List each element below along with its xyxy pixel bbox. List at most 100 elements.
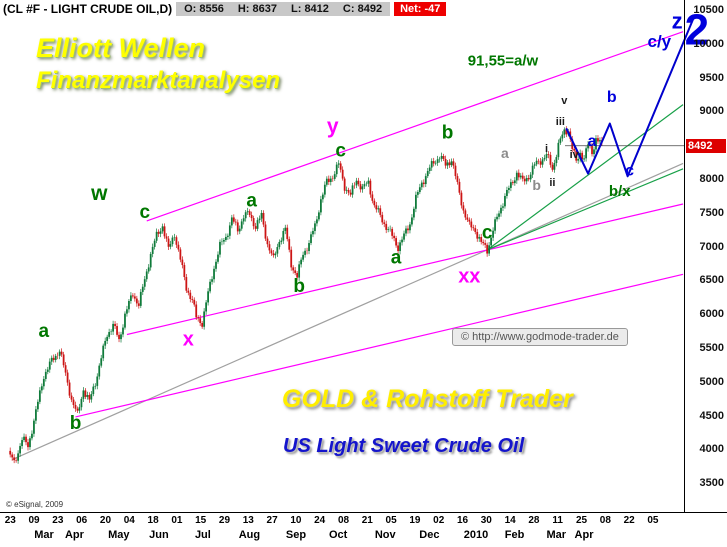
wave-label-c: c xyxy=(139,202,150,223)
date-tick-label: 08 xyxy=(599,515,611,526)
month-tick-label: Sep xyxy=(285,529,307,541)
date-tick-label: 29 xyxy=(218,515,231,526)
price-tick-label: 9000 xyxy=(699,105,724,118)
date-tick-label: 22 xyxy=(623,515,635,526)
wave-label-b: b xyxy=(607,89,617,106)
net-change-badge: Net: -47 xyxy=(394,1,447,16)
date-tick-label: 01 xyxy=(171,515,183,526)
trendline-long-term-support-gray xyxy=(11,162,684,461)
date-tick-label: 19 xyxy=(409,515,421,526)
month-tick-label: Apr xyxy=(574,529,594,541)
trendline-green-fork-lower xyxy=(486,168,684,251)
wave-label-iv: iv xyxy=(570,149,580,161)
wave-label-b: b xyxy=(293,276,305,297)
date-tick-label: 06 xyxy=(76,515,88,526)
wave-label-x: x xyxy=(183,328,194,350)
wave-label-w: w xyxy=(90,182,108,205)
price-tick-label: 8000 xyxy=(699,173,724,185)
wave-label-a: a xyxy=(39,321,50,342)
wave-label-z: z xyxy=(672,8,683,33)
wave-label-a: a xyxy=(501,145,509,161)
price-tick-label: 7000 xyxy=(699,240,724,253)
wave-label-b: b xyxy=(532,177,541,193)
date-tick-label: 23 xyxy=(4,515,16,526)
month-tick-label: Aug xyxy=(238,529,261,541)
date-tick-label: 24 xyxy=(314,515,326,526)
month-tick-label: Jun xyxy=(149,529,169,541)
wave-label-c: c xyxy=(335,141,346,162)
date-tick-label: 09 xyxy=(28,515,40,526)
date-tick-label: 21 xyxy=(361,515,373,526)
open-value: O: 8556 xyxy=(184,2,224,15)
chart-header: (CL #F - LIGHT CRUDE OIL,D) O: 8556 H: 8… xyxy=(0,0,727,17)
month-tick-label: Mar xyxy=(34,529,54,541)
trendline-mid-channel-magenta xyxy=(126,203,684,336)
date-tick-label: 30 xyxy=(480,515,492,526)
ohlc-readout: O: 8556 H: 8637 L: 8412 C: 8492 xyxy=(176,1,391,16)
wave-label-xx: xx xyxy=(458,265,480,287)
wave-label-i: i xyxy=(545,143,548,155)
date-tick-label: 11 xyxy=(552,515,563,526)
date-tick-label: 05 xyxy=(385,515,397,526)
wave-label-iii: iii xyxy=(556,116,565,128)
close-value: C: 8492 xyxy=(342,2,383,15)
price-tick-label: 4500 xyxy=(699,409,724,422)
month-tick-label: Oct xyxy=(329,529,348,541)
wave-label-c: c xyxy=(482,222,493,243)
price-tick-label: 10500 xyxy=(693,4,724,16)
date-tick-label: 20 xyxy=(99,515,112,526)
wave-label-a: a xyxy=(588,133,597,150)
gold-trader-watermark: GOLD & Rohstoff Trader xyxy=(282,385,573,413)
month-tick-label: Feb xyxy=(504,529,525,541)
date-tick-label: 13 xyxy=(242,515,254,526)
trendline-upper-channel-magenta xyxy=(146,31,684,222)
wave-label-b: b xyxy=(70,413,82,434)
trendline-green-fork-upper xyxy=(486,104,684,251)
low-value: L: 8412 xyxy=(291,2,329,15)
date-tick-label: 28 xyxy=(528,515,540,526)
price-tick-label: 6000 xyxy=(699,308,724,321)
date-tick-label: 23 xyxy=(52,515,64,526)
high-value: H: 8637 xyxy=(237,2,277,15)
date-tick-label: 16 xyxy=(456,515,469,526)
price-tick-label: 5000 xyxy=(699,375,724,388)
month-tick-label: Apr xyxy=(64,529,84,541)
wave-label-2: 2 xyxy=(685,5,709,54)
price-tick-label: 7500 xyxy=(699,206,724,219)
wave-label-b: b xyxy=(442,122,454,143)
month-tick-label: Dec xyxy=(419,529,440,541)
price-tick-label: 10000 xyxy=(693,37,724,50)
wave-label-c: c xyxy=(625,163,634,180)
price-tick-label: 6500 xyxy=(699,274,724,287)
price-tick-label: 4000 xyxy=(699,443,724,456)
date-tick-label: 04 xyxy=(123,515,135,526)
symbol-title: (CL #F - LIGHT CRUDE OIL,D) xyxy=(3,1,173,16)
date-tick-label: 08 xyxy=(337,515,350,526)
trendline-lower-channel-magenta xyxy=(75,273,684,418)
month-tick-label: 2010 xyxy=(463,529,489,541)
last-price-badge: 8492 xyxy=(686,138,726,153)
date-tick-label: 05 xyxy=(647,515,659,526)
wave-label-y: y xyxy=(327,115,339,138)
wave-label-a: a xyxy=(246,191,257,212)
wave-label-v: v xyxy=(561,95,568,107)
brand-line1: Elliott Wellen xyxy=(36,33,206,63)
price-axis-line xyxy=(684,0,685,512)
date-tick-label: 14 xyxy=(504,515,516,526)
instrument-watermark: US Light Sweet Crude Oil xyxy=(283,435,525,457)
wave-label-cy: c/y xyxy=(647,32,671,51)
month-tick-label: Jul xyxy=(194,529,211,541)
price-candles xyxy=(9,126,603,464)
brand-line2: Finanzmarktanalysen xyxy=(36,66,281,94)
month-tick-label: May xyxy=(108,529,130,541)
price-tick-label: 5500 xyxy=(699,342,724,354)
date-tick-label: 02 xyxy=(433,515,445,526)
price-tick-label: 9500 xyxy=(699,71,724,84)
time-axis-line xyxy=(0,512,727,513)
date-tick-label: 10 xyxy=(290,515,302,526)
date-tick-label: 25 xyxy=(575,515,588,526)
date-tick-label: 27 xyxy=(266,515,278,526)
wave-label-9155aw: 91,55=a/w xyxy=(468,52,539,69)
